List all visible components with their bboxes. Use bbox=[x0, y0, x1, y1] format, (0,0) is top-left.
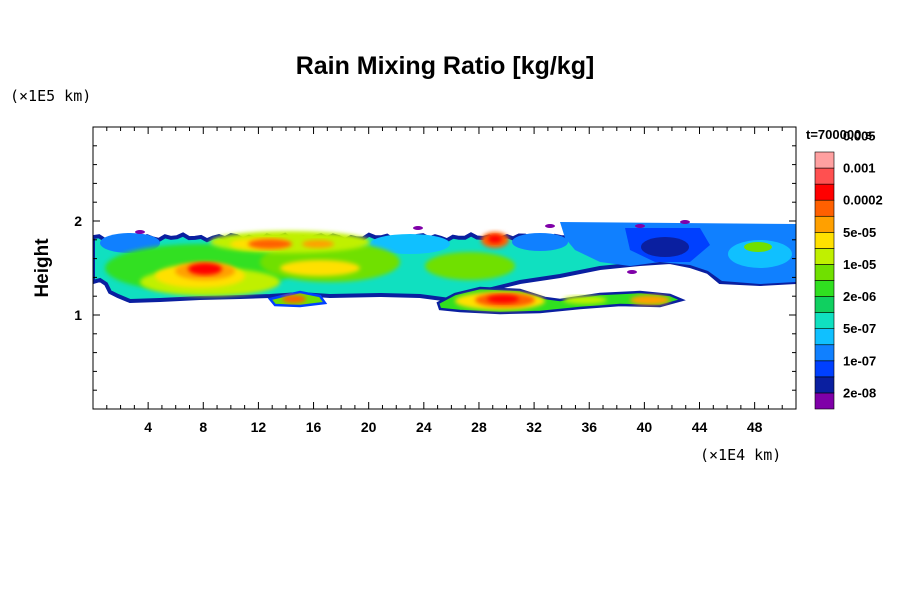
colorbar-label: 2e-06 bbox=[843, 289, 876, 304]
lowest-concentration-core bbox=[641, 237, 689, 257]
colorbar-swatch bbox=[814, 392, 835, 410]
trace-speck bbox=[635, 224, 645, 228]
colorbar-swatch bbox=[814, 312, 835, 329]
colorbar-swatch bbox=[814, 183, 835, 201]
x-tick-label: 28 bbox=[471, 419, 487, 435]
y-axis-label: Height bbox=[32, 238, 53, 298]
peak-concentration-core bbox=[487, 295, 519, 303]
colorbar-swatch bbox=[814, 344, 835, 362]
high-concentration-core bbox=[248, 239, 292, 249]
y-tick-label: 2 bbox=[74, 213, 82, 229]
high-concentration-core bbox=[630, 295, 670, 305]
high-concentration-core bbox=[302, 240, 334, 248]
colorbar-label: 1e-05 bbox=[843, 257, 876, 272]
y-axis-multiplier: (×1E5 km) bbox=[10, 87, 91, 105]
colorbar-swatch bbox=[814, 151, 835, 169]
x-tick-label: 24 bbox=[416, 419, 432, 435]
peak-concentration-core bbox=[188, 263, 222, 275]
high-concentration-core bbox=[282, 295, 306, 303]
trace-speck bbox=[413, 226, 423, 230]
x-tick-label: 4 bbox=[144, 419, 152, 435]
low-concentration-patch bbox=[370, 234, 450, 254]
colorbar-swatch bbox=[814, 264, 835, 281]
colorbar-label: 2e-08 bbox=[843, 385, 876, 400]
rain-field bbox=[93, 220, 796, 315]
x-tick-label: 8 bbox=[199, 419, 207, 435]
time-label: t=700000 s bbox=[806, 127, 872, 142]
trace-speck bbox=[135, 230, 145, 234]
colorbar-swatch bbox=[814, 215, 835, 233]
colorbar: 2e-08 1e-07 5e-07 2e-06 1e-05 5e-05 0.0002 0.00… bbox=[814, 128, 883, 410]
x-tick-label: 44 bbox=[692, 419, 708, 435]
trace-speck bbox=[680, 220, 690, 224]
x-tick-label: 16 bbox=[306, 419, 322, 435]
trace-speck bbox=[545, 224, 555, 228]
colorbar-swatch bbox=[814, 248, 835, 265]
colorbar-label: 0.005 bbox=[843, 128, 876, 143]
x-tick-label: 20 bbox=[361, 419, 377, 435]
high-concentration-band bbox=[280, 260, 360, 276]
colorbar-label: 5e-05 bbox=[843, 225, 876, 240]
colorbar-label: 0.0002 bbox=[843, 193, 883, 208]
colorbar-swatch bbox=[814, 376, 835, 394]
colorbar-swatch bbox=[814, 232, 835, 249]
peak-concentration-core bbox=[488, 235, 502, 243]
colorbar-swatch bbox=[814, 167, 835, 185]
x-tick-label: 12 bbox=[251, 419, 267, 435]
x-tick-label: 32 bbox=[526, 419, 542, 435]
low-concentration-patch bbox=[100, 233, 160, 253]
colorbar-swatch bbox=[814, 360, 835, 378]
colorbar-label: 1e-07 bbox=[843, 353, 876, 368]
x-tick-label: 36 bbox=[581, 419, 597, 435]
chart-title: Rain Mixing Ratio [kg/kg] bbox=[296, 52, 595, 80]
trace-speck bbox=[627, 270, 637, 274]
x-tick-label: 40 bbox=[637, 419, 653, 435]
x-axis-multiplier: (×1E4 km) bbox=[700, 446, 781, 464]
moderate-concentration-band bbox=[563, 296, 607, 304]
colorbar-label: 0.001 bbox=[843, 161, 876, 176]
colorbar-swatch bbox=[814, 199, 835, 217]
low-concentration-patch bbox=[512, 233, 568, 251]
moderate-concentration-region bbox=[425, 252, 515, 280]
colorbar-swatch bbox=[814, 328, 835, 346]
plot-frame bbox=[92, 126, 797, 410]
y-tick-label: 1 bbox=[74, 307, 82, 323]
moderate-concentration-patch bbox=[744, 242, 772, 252]
colorbar-swatch bbox=[814, 280, 835, 297]
x-tick-label: 48 bbox=[747, 419, 763, 435]
colorbar-swatch bbox=[814, 296, 835, 313]
colorbar-label: 5e-07 bbox=[843, 321, 876, 336]
